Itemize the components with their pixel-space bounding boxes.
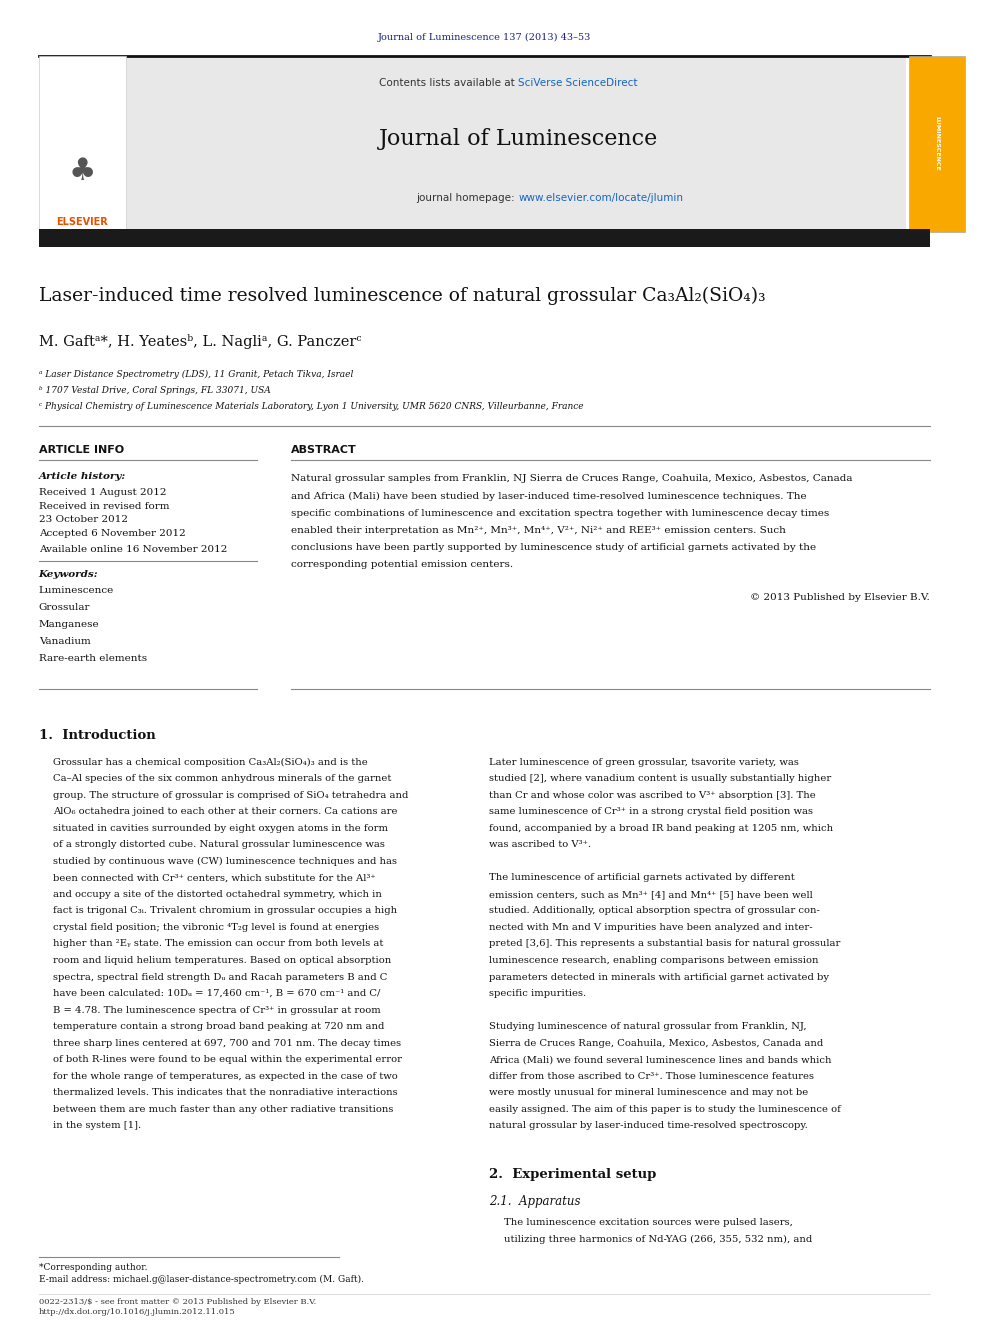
Text: ARTICLE INFO: ARTICLE INFO: [39, 445, 124, 455]
Text: been connected with Cr³⁺ centers, which substitute for the Al³⁺: been connected with Cr³⁺ centers, which …: [54, 873, 376, 882]
Text: Accepted 6 November 2012: Accepted 6 November 2012: [39, 529, 186, 537]
Text: have been calculated: 10Dᵤ = 17,460 cm⁻¹, B = 670 cm⁻¹ and C/: have been calculated: 10Dᵤ = 17,460 cm⁻¹…: [54, 990, 381, 998]
Text: Sierra de Cruces Range, Coahuila, Mexico, Asbestos, Canada and: Sierra de Cruces Range, Coahuila, Mexico…: [489, 1039, 823, 1048]
Text: 2.  Experimental setup: 2. Experimental setup: [489, 1168, 657, 1181]
Text: emission centers, such as Mn³⁺ [4] and Mn⁴⁺ [5] have been well: emission centers, such as Mn³⁺ [4] and M…: [489, 890, 812, 898]
Text: studied [2], where vanadium content is usually substantially higher: studied [2], where vanadium content is u…: [489, 774, 831, 783]
Text: ᵃ Laser Distance Spectrometry (LDS), 11 Granit, Petach Tikva, Israel: ᵃ Laser Distance Spectrometry (LDS), 11 …: [39, 370, 353, 378]
Text: Grossular: Grossular: [39, 603, 90, 611]
Text: room and liquid helium temperatures. Based on optical absorption: room and liquid helium temperatures. Bas…: [54, 957, 392, 964]
Text: Luminescence: Luminescence: [39, 586, 114, 594]
Text: preted [3,6]. This represents a substantial basis for natural grossular: preted [3,6]. This represents a substant…: [489, 939, 840, 949]
Text: AlO₆ octahedra joined to each other at their corners. Ca cations are: AlO₆ octahedra joined to each other at t…: [54, 807, 398, 816]
Text: Ca–Al species of the six common anhydrous minerals of the garnet: Ca–Al species of the six common anhydrou…: [54, 774, 392, 783]
Text: LUMINESCENCE: LUMINESCENCE: [934, 115, 939, 171]
Text: Grossular has a chemical composition Ca₃Al₂(SiO₄)₃ and is the: Grossular has a chemical composition Ca₃…: [54, 758, 368, 766]
FancyBboxPatch shape: [39, 229, 930, 247]
Text: in the system [1].: in the system [1].: [54, 1122, 142, 1130]
Text: same luminescence of Cr³⁺ in a strong crystal field position was: same luminescence of Cr³⁺ in a strong cr…: [489, 807, 813, 816]
FancyBboxPatch shape: [909, 56, 965, 232]
Text: 2.1.  Apparatus: 2.1. Apparatus: [489, 1195, 580, 1208]
Text: and occupy a site of the distorted octahedral symmetry, which in: and occupy a site of the distorted octah…: [54, 890, 382, 898]
Text: natural grossular by laser-induced time-resolved spectroscopy.: natural grossular by laser-induced time-…: [489, 1122, 807, 1130]
Text: utilizing three harmonics of Nd-YAG (266, 355, 532 nm), and: utilizing three harmonics of Nd-YAG (266…: [504, 1234, 812, 1244]
Text: than Cr and whose color was ascribed to V³⁺ absorption [3]. The: than Cr and whose color was ascribed to …: [489, 791, 816, 799]
Text: M. Gaftᵃ*, H. Yeatesᵇ, L. Nagliᵃ, G. Panczerᶜ: M. Gaftᵃ*, H. Yeatesᵇ, L. Nagliᵃ, G. Pan…: [39, 333, 361, 349]
Text: parameters detected in minerals with artificial garnet activated by: parameters detected in minerals with art…: [489, 972, 829, 982]
Text: 23 October 2012: 23 October 2012: [39, 516, 128, 524]
Text: was ascribed to V³⁺.: was ascribed to V³⁺.: [489, 840, 591, 849]
Text: studied. Additionally, optical absorption spectra of grossular con-: studied. Additionally, optical absorptio…: [489, 906, 820, 916]
Text: between them are much faster than any other radiative transitions: between them are much faster than any ot…: [54, 1105, 394, 1114]
Text: were mostly unusual for mineral luminescence and may not be: were mostly unusual for mineral luminesc…: [489, 1089, 808, 1097]
Text: The luminescence excitation sources were pulsed lasers,: The luminescence excitation sources were…: [504, 1218, 793, 1226]
Text: specific combinations of luminescence and excitation spectra together with lumin: specific combinations of luminescence an…: [291, 509, 829, 517]
Text: ELSEVIER: ELSEVIER: [57, 217, 108, 228]
Text: Africa (Mali) we found several luminescence lines and bands which: Africa (Mali) we found several luminesce…: [489, 1056, 831, 1064]
Text: corresponding potential emission centers.: corresponding potential emission centers…: [291, 561, 513, 569]
Text: thermalized levels. This indicates that the nonradiative interactions: thermalized levels. This indicates that …: [54, 1089, 398, 1097]
Text: luminescence research, enabling comparisons between emission: luminescence research, enabling comparis…: [489, 957, 818, 964]
Text: Laser-induced time resolved luminescence of natural grossular Ca₃Al₂(SiO₄)₃: Laser-induced time resolved luminescence…: [39, 287, 766, 306]
FancyBboxPatch shape: [126, 56, 906, 232]
Text: ♣: ♣: [68, 157, 96, 187]
Text: *Corresponding author.: *Corresponding author.: [39, 1263, 147, 1271]
Text: specific impurities.: specific impurities.: [489, 990, 586, 998]
Text: journal homepage:: journal homepage:: [417, 193, 518, 204]
Text: Received 1 August 2012: Received 1 August 2012: [39, 488, 167, 496]
Text: © 2013 Published by Elsevier B.V.: © 2013 Published by Elsevier B.V.: [750, 594, 930, 602]
Text: http://dx.doi.org/10.1016/j.jlumin.2012.11.015: http://dx.doi.org/10.1016/j.jlumin.2012.…: [39, 1308, 235, 1316]
Text: for the whole range of temperatures, as expected in the case of two: for the whole range of temperatures, as …: [54, 1072, 398, 1081]
Text: conclusions have been partly supported by luminescence study of artificial garne: conclusions have been partly supported b…: [291, 544, 815, 552]
Text: enabled their interpretation as Mn²⁺, Mn³⁺, Mn⁴⁺, V²⁺, Ni²⁺ and REE³⁺ emission c: enabled their interpretation as Mn²⁺, Mn…: [291, 527, 786, 534]
Text: higher than ²Eᵧ state. The emission can occur from both levels at: higher than ²Eᵧ state. The emission can …: [54, 939, 384, 949]
Text: group. The structure of grossular is comprised of SiO₄ tetrahedra and: group. The structure of grossular is com…: [54, 791, 409, 799]
Text: Vanadium: Vanadium: [39, 638, 90, 646]
Text: Rare-earth elements: Rare-earth elements: [39, 655, 147, 663]
Text: and Africa (Mali) have been studied by laser-induced time-resolved luminescence : and Africa (Mali) have been studied by l…: [291, 492, 806, 500]
Text: Journal of Luminescence: Journal of Luminescence: [379, 128, 658, 149]
Text: Journal of Luminescence 137 (2013) 43–53: Journal of Luminescence 137 (2013) 43–53: [378, 33, 591, 41]
Text: 1.  Introduction: 1. Introduction: [39, 729, 156, 742]
Text: E-mail address: michael.g@laser-distance-spectrometry.com (M. Gaft).: E-mail address: michael.g@laser-distance…: [39, 1275, 364, 1283]
Text: spectra, spectral field strength Dᵤ and Racah parameters B and C: spectra, spectral field strength Dᵤ and …: [54, 972, 388, 982]
Text: Available online 16 November 2012: Available online 16 November 2012: [39, 545, 227, 553]
Text: Natural grossular samples from Franklin, NJ Sierra de Cruces Range, Coahuila, Me: Natural grossular samples from Franklin,…: [291, 475, 852, 483]
Text: three sharp lines centered at 697, 700 and 701 nm. The decay times: three sharp lines centered at 697, 700 a…: [54, 1039, 402, 1048]
FancyBboxPatch shape: [39, 56, 126, 232]
Text: nected with Mn and V impurities have been analyzed and inter-: nected with Mn and V impurities have bee…: [489, 923, 812, 931]
Text: ABSTRACT: ABSTRACT: [291, 445, 356, 455]
Text: 0022-2313/$ - see front matter © 2013 Published by Elsevier B.V.: 0022-2313/$ - see front matter © 2013 Pu…: [39, 1298, 316, 1306]
Text: SciVerse ScienceDirect: SciVerse ScienceDirect: [518, 78, 638, 89]
Text: crystal field position; the vibronic ⁴T₂g level is found at energies: crystal field position; the vibronic ⁴T₂…: [54, 923, 379, 931]
Text: of both R-lines were found to be equal within the experimental error: of both R-lines were found to be equal w…: [54, 1056, 403, 1064]
Text: Received in revised form: Received in revised form: [39, 503, 170, 511]
Text: B = 4.78. The luminescence spectra of Cr³⁺ in grossular at room: B = 4.78. The luminescence spectra of Cr…: [54, 1005, 381, 1015]
Text: ᵇ 1707 Vestal Drive, Coral Springs, FL 33071, USA: ᵇ 1707 Vestal Drive, Coral Springs, FL 3…: [39, 386, 271, 394]
Text: Studying luminescence of natural grossular from Franklin, NJ,: Studying luminescence of natural grossul…: [489, 1023, 806, 1031]
Text: www.elsevier.com/locate/jlumin: www.elsevier.com/locate/jlumin: [518, 193, 683, 204]
Text: ᶜ Physical Chemistry of Luminescence Materials Laboratory, Lyon 1 University, UM: ᶜ Physical Chemistry of Luminescence Mat…: [39, 402, 583, 410]
Text: Later luminescence of green grossular, tsavorite variety, was: Later luminescence of green grossular, t…: [489, 758, 799, 766]
Text: of a strongly distorted cube. Natural grossular luminescence was: of a strongly distorted cube. Natural gr…: [54, 840, 385, 849]
Text: easily assigned. The aim of this paper is to study the luminescence of: easily assigned. The aim of this paper i…: [489, 1105, 841, 1114]
Text: found, accompanied by a broad IR band peaking at 1205 nm, which: found, accompanied by a broad IR band pe…: [489, 824, 833, 832]
Text: Contents lists available at: Contents lists available at: [379, 78, 518, 89]
Text: Manganese: Manganese: [39, 620, 99, 628]
Text: studied by continuous wave (CW) luminescence techniques and has: studied by continuous wave (CW) luminesc…: [54, 857, 397, 865]
Text: The luminescence of artificial garnets activated by different: The luminescence of artificial garnets a…: [489, 873, 795, 882]
Text: Keywords:: Keywords:: [39, 570, 98, 578]
Text: temperature contain a strong broad band peaking at 720 nm and: temperature contain a strong broad band …: [54, 1023, 385, 1031]
Text: Article history:: Article history:: [39, 472, 126, 480]
Text: differ from those ascribed to Cr³⁺. Those luminescence features: differ from those ascribed to Cr³⁺. Thos…: [489, 1072, 814, 1081]
Text: fact is trigonal C₃ᵢ. Trivalent chromium in grossular occupies a high: fact is trigonal C₃ᵢ. Trivalent chromium…: [54, 906, 398, 916]
Text: situated in cavities surrounded by eight oxygen atoms in the form: situated in cavities surrounded by eight…: [54, 824, 388, 832]
